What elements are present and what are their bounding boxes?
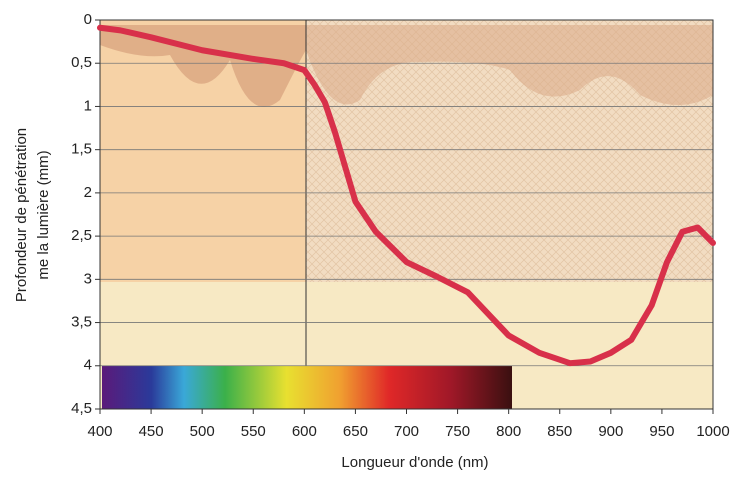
y-tick-label: 4,5	[71, 400, 92, 417]
y-tick-label: 0,5	[71, 54, 92, 71]
x-tick-label: 450	[139, 423, 164, 440]
x-tick-label: 550	[241, 423, 266, 440]
y-tick-label: 2,5	[71, 227, 92, 244]
x-tick-label: 650	[343, 423, 368, 440]
y-tick-label: 2	[84, 184, 92, 201]
x-tick-label: 900	[598, 423, 623, 440]
x-tick-label: 400	[87, 423, 112, 440]
data-line	[97, 24, 716, 367]
x-tick-label: 700	[394, 423, 419, 440]
y-tick-label: 3	[84, 270, 92, 287]
x-tick-label: 1000	[696, 423, 729, 440]
x-tick-label: 750	[445, 423, 470, 440]
y-tick-label: 3,5	[71, 314, 92, 331]
x-tick-label: 500	[190, 423, 215, 440]
y-tick-label: 1,5	[71, 141, 92, 158]
y-tick-label: 4	[84, 357, 92, 374]
background	[100, 20, 713, 409]
y-axis-title: Profondeur de pénétration	[13, 128, 30, 302]
x-tick-label: 800	[496, 423, 521, 440]
y-axis-title: me la lumière (mm)	[35, 150, 52, 279]
plot-frame	[99, 19, 714, 410]
y-tick-label: 1	[84, 97, 92, 114]
x-tick-label: 850	[547, 423, 572, 440]
x-tick-label: 600	[292, 423, 317, 440]
x-tick-label: 950	[649, 423, 674, 440]
x-axis-title: Longueur d'onde (nm)	[341, 454, 488, 471]
y-tick-label: 0	[84, 11, 92, 28]
